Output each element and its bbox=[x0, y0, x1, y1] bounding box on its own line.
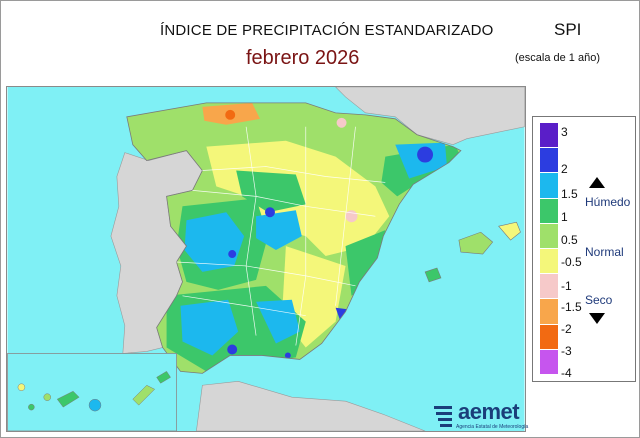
category-normal: Normal bbox=[585, 245, 624, 259]
el-hierro bbox=[28, 403, 35, 411]
peninsula-coastline bbox=[126, 102, 462, 374]
balearic-islands bbox=[424, 221, 521, 283]
tenerife bbox=[56, 390, 80, 408]
aemet-emblem-icon bbox=[434, 406, 452, 427]
africa-landmass bbox=[196, 380, 426, 431]
legend-tick: -2 bbox=[561, 322, 572, 336]
france-landmass bbox=[335, 87, 525, 145]
legend-swatch bbox=[540, 248, 558, 275]
fuerteventura bbox=[132, 384, 156, 406]
legend-tick: 1 bbox=[561, 210, 568, 224]
la-palma bbox=[17, 383, 26, 391]
legend-swatch bbox=[540, 349, 558, 375]
logo-subtitle: Agencia Estatal de Meteorología bbox=[456, 424, 529, 430]
legend-tick: 0.5 bbox=[561, 233, 578, 247]
canary-islands bbox=[17, 371, 171, 412]
category-wet: Húmedo bbox=[585, 195, 631, 209]
wet-arrow-icon bbox=[589, 177, 605, 188]
legend-swatch bbox=[540, 274, 558, 300]
spi-map bbox=[6, 86, 526, 432]
legend-swatch bbox=[540, 148, 558, 174]
map-period: febrero 2026 bbox=[246, 47, 360, 69]
legend-swatch bbox=[540, 324, 558, 350]
dry-arrow-icon bbox=[589, 313, 605, 324]
mallorca bbox=[458, 231, 494, 255]
aemet-logo: aemet Agencia Estatal de Meteorología bbox=[432, 399, 529, 434]
legend-tick: 1.5 bbox=[561, 187, 578, 201]
lanzarote bbox=[156, 371, 171, 384]
ibiza bbox=[424, 267, 442, 283]
menorca bbox=[498, 221, 521, 241]
legend-tick: -1 bbox=[561, 279, 572, 293]
legend-colorbar bbox=[540, 123, 558, 375]
map-title: ÍNDICE DE PRECIPITACIÓN ESTANDARIZADO bbox=[160, 22, 494, 39]
legend-tick: -0.5 bbox=[561, 255, 582, 269]
logo-wordmark: aemet bbox=[458, 399, 520, 424]
category-dry: Seco bbox=[585, 293, 613, 307]
legend-tick: 2 bbox=[561, 162, 568, 176]
legend-swatch bbox=[540, 223, 558, 249]
legend-tick: -4 bbox=[561, 366, 572, 380]
la-gomera bbox=[43, 393, 51, 401]
scale-note: (escala de 1 año) bbox=[515, 52, 600, 64]
spi-legend: 3 2 1.5 1 0.5 -0.5 -1 -1.5 -2 -3 -4 Húme… bbox=[532, 116, 636, 382]
legend-swatch bbox=[540, 299, 558, 325]
legend-swatch bbox=[540, 173, 558, 199]
legend-tick: -1.5 bbox=[561, 300, 582, 314]
legend-swatch bbox=[540, 198, 558, 224]
legend-swatch bbox=[540, 123, 558, 149]
legend-tick: -3 bbox=[561, 344, 572, 358]
legend-tick: 3 bbox=[561, 125, 568, 139]
index-name: SPI bbox=[554, 20, 582, 39]
gran-canaria bbox=[88, 398, 102, 412]
province-borders bbox=[176, 126, 386, 346]
